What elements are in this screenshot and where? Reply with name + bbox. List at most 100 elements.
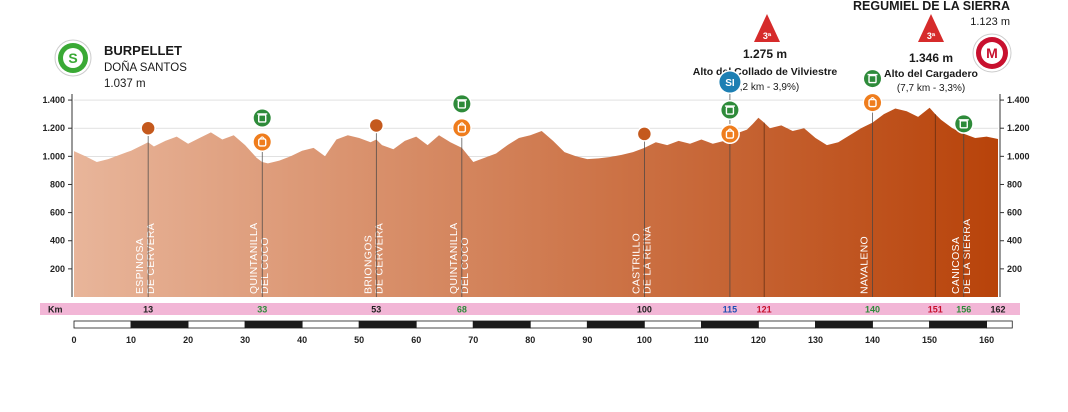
x-tick-label: 90 [582, 335, 592, 345]
scale-segment [529, 320, 588, 329]
waste-bin-icon [451, 93, 472, 114]
y-tick-label: 1.400 [1007, 95, 1030, 105]
waste-bin-icon [252, 107, 273, 128]
x-tick-label: 50 [354, 335, 364, 345]
x-tick-label: 10 [126, 335, 136, 345]
y-tick-label: 1.200 [1007, 123, 1030, 133]
start-badge-letter: S [68, 50, 77, 66]
town-label: CASTRILLO DE LA REINA [630, 226, 653, 294]
x-tick-label: 40 [297, 335, 307, 345]
climb-2-info: 3ª 1.346 m Alto del Cargadero (7,7 km - … [884, 14, 978, 94]
start-badge: S [54, 39, 92, 77]
km-bar-value: 13 [143, 305, 153, 315]
climb-1-altitude: 1.275 m [743, 47, 787, 61]
start-place: DOÑA SANTOS [104, 61, 187, 74]
town-label-line2: DE LA REINA [641, 226, 653, 294]
waste-bin-icon [953, 113, 974, 134]
scale-segment [701, 320, 759, 329]
scale-segment [758, 320, 816, 329]
x-tick-label: 20 [183, 335, 193, 345]
finish-badge-letter: M [986, 45, 998, 61]
climb-1-detail: (5,2 km - 3,9%) [731, 82, 799, 93]
scale-segment [244, 320, 303, 329]
y-tick-label: 1.000 [42, 151, 65, 161]
climb-1-category: 3ª [763, 31, 772, 41]
x-tick-label: 150 [922, 335, 937, 345]
x-tick-label: 70 [468, 335, 478, 345]
sprint-icon-label: SI [725, 78, 735, 89]
waste-bin-icon [862, 68, 883, 89]
finish-badge: M [972, 33, 1012, 73]
x-tick-label: 30 [240, 335, 250, 345]
km-bar-value: 151 [928, 305, 943, 315]
km-bar-value: 100 [637, 305, 652, 315]
scale-segment [73, 320, 132, 329]
scale-segment [929, 320, 987, 329]
finish-name: REGUMIEL DE LA SIERRA [853, 0, 1010, 13]
y-tick-label: 800 [50, 179, 65, 189]
town-pin-marker [636, 126, 653, 142]
start-altitude: 1.037 m [104, 78, 146, 90]
scale-segment [130, 320, 189, 329]
scale-segment [815, 320, 873, 329]
km-bar-value: 140 [865, 305, 880, 315]
start-name: BURPELLET [104, 43, 182, 58]
waste-bin-icon [719, 100, 740, 121]
town-label-line2: DEL COCO [259, 237, 271, 294]
km-bar-value: 33 [257, 305, 267, 315]
town-pin-marker [368, 117, 385, 134]
km-bar-values: 13 33 53 68 100 115 121 140 151 156 162 [143, 305, 1005, 315]
distance-scale-bar [73, 320, 1013, 329]
scale-segment [472, 320, 531, 329]
y-tick-label: 400 [50, 236, 65, 246]
town-label-line1: ESPINOSA [134, 238, 146, 294]
town-label: NAVALENO [859, 236, 871, 294]
climb-2-altitude: 1.346 m [909, 51, 953, 65]
x-axis-ticks: 0 10 20 30 40 50 60 70 80 90 100 110 120 130 140 150 160 [71, 335, 994, 345]
y-tick-label: 600 [50, 208, 65, 218]
x-tick-label: 0 [71, 335, 76, 345]
km-bar-label: Km [48, 305, 63, 315]
climb-2-detail: (7,7 km - 3,3%) [897, 83, 965, 94]
km-bar-value: 115 [723, 305, 738, 315]
scale-segment [187, 320, 246, 329]
y-tick-label: 1.200 [42, 123, 65, 133]
km-bar [40, 303, 1020, 315]
km-bar-value: 53 [371, 305, 381, 315]
x-tick-label: 60 [411, 335, 421, 345]
town-label-line1: QUINTANILLA [248, 223, 260, 294]
climb-2-category: 3ª [927, 31, 936, 41]
scale-segment [301, 320, 360, 329]
sprint-icon: SI [717, 70, 742, 95]
town-label-line1: QUINTANILLA [448, 223, 460, 294]
feed-bag-icon [719, 124, 740, 145]
town-label-line1: CASTRILLO [630, 233, 642, 294]
x-tick-label: 130 [808, 335, 823, 345]
x-tick-label: 160 [979, 335, 994, 345]
y-tick-label: 200 [50, 264, 65, 274]
town-label-line1: NAVALENO [859, 236, 871, 294]
x-tick-label: 120 [751, 335, 766, 345]
scale-segment [415, 320, 474, 329]
town-pin-marker [140, 120, 156, 137]
x-tick-label: 110 [694, 335, 709, 345]
y-tick-label: 200 [1007, 264, 1022, 274]
y-tick-label: 1.000 [1007, 151, 1030, 161]
y-tick-label: 800 [1007, 179, 1022, 189]
km-bar-value: 68 [457, 305, 467, 315]
y-tick-label: 400 [1007, 236, 1022, 246]
km-bar-value: 162 [990, 305, 1005, 315]
scale-segment [643, 320, 702, 329]
scale-segment [872, 320, 930, 329]
town-label-line1: CANICOSA [950, 237, 962, 294]
feed-bag-icon [252, 131, 273, 152]
x-tick-label: 140 [865, 335, 880, 345]
climb-1-info: 3ª 1.275 m Alto del Collado de Vilviestr… [693, 14, 837, 93]
x-tick-label: 80 [525, 335, 535, 345]
scale-segment [358, 320, 417, 329]
town-label-line2: DE LA SIERRA [961, 219, 973, 294]
y-axis-right: 200 400 600 800 1.000 1.200 1.400 [999, 94, 1030, 297]
profile-markers: SI [140, 68, 974, 297]
